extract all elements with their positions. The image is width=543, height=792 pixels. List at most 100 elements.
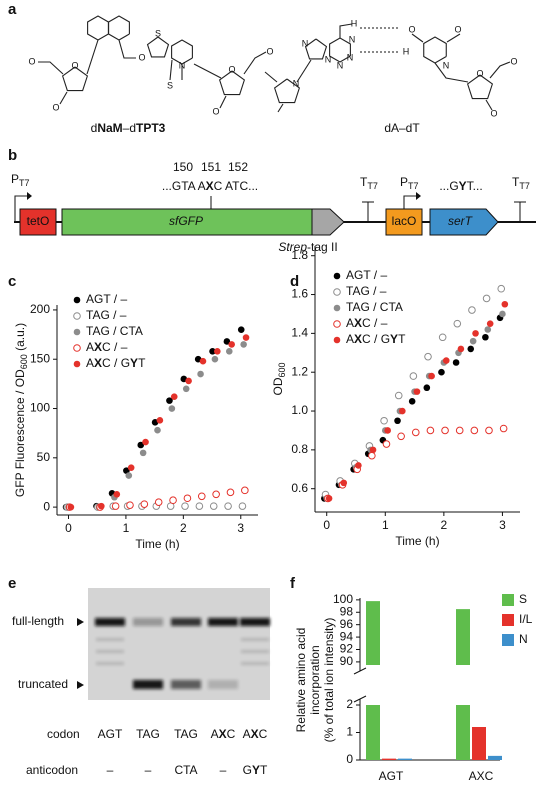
data-point <box>428 372 435 380</box>
data-point <box>355 462 362 469</box>
bar <box>398 758 412 760</box>
bar <box>456 609 470 760</box>
legend-marker <box>73 312 81 320</box>
operator-box <box>385 208 423 236</box>
band-marker: full-length <box>12 614 64 628</box>
panel-label: f <box>290 575 296 592</box>
data-point <box>137 441 145 449</box>
arrowhead <box>27 192 32 200</box>
data-point <box>111 502 120 510</box>
y-axis-label: incorporation <box>308 645 322 714</box>
legend-label: S <box>519 592 527 606</box>
data-point <box>472 330 479 337</box>
data-point <box>384 427 391 434</box>
y-tick-label: 96 <box>340 617 354 631</box>
pair-caption-part: TPT3 <box>136 121 166 135</box>
data-point <box>228 341 235 348</box>
atom-label: O <box>476 68 483 78</box>
x-tick-label: 3 <box>499 518 506 532</box>
legend-marker <box>73 344 81 352</box>
data-point <box>127 464 135 471</box>
atom-label: N <box>443 60 450 70</box>
bond <box>411 33 424 43</box>
panel-label: b <box>8 147 17 164</box>
promoter-label-part: T7 <box>19 178 30 188</box>
legend-marker <box>333 336 341 344</box>
marker-arrow <box>77 681 84 689</box>
atom-label: N <box>337 60 344 70</box>
data-point <box>154 426 161 434</box>
ring <box>304 38 328 60</box>
legend-swatch <box>502 594 514 606</box>
data-point <box>399 407 406 415</box>
x-tick-label: 2 <box>180 521 187 535</box>
x-tick-label: 1 <box>123 521 130 535</box>
atom-label: N <box>325 54 332 64</box>
data-point <box>380 416 388 425</box>
data-point <box>197 370 204 378</box>
axis-break <box>353 667 367 675</box>
atom-label: H <box>403 46 410 56</box>
gel-band <box>208 618 238 626</box>
legend-label: AXC / GYT <box>346 332 406 346</box>
promoter-arrow <box>14 195 27 222</box>
legend-label: N <box>519 632 528 646</box>
bar <box>382 758 396 760</box>
lane-codon: TAG <box>136 727 160 741</box>
data-point <box>340 479 348 487</box>
gel-band <box>240 618 270 626</box>
data-point <box>212 490 220 499</box>
data-point <box>438 368 445 376</box>
data-point <box>394 391 403 400</box>
atom-label: O <box>454 24 461 34</box>
anticodon-sequence: ...GYT... <box>439 179 482 193</box>
atom-label: S <box>155 28 161 38</box>
operator-box <box>19 208 57 236</box>
atom-label: S <box>167 80 173 90</box>
data-point <box>166 397 173 404</box>
gel-band <box>96 662 124 665</box>
operator-label: tetO <box>27 214 50 228</box>
atom-label: N <box>293 78 300 88</box>
band-marker: truncated <box>18 677 68 691</box>
data-point <box>452 359 460 366</box>
data-point <box>225 348 233 355</box>
lane-codon: AXC <box>211 727 236 741</box>
y-tick-label: 1.0 <box>291 403 308 417</box>
atom-label: N <box>302 38 309 48</box>
data-point <box>238 502 247 510</box>
legend-marker <box>73 328 81 336</box>
x-tick-label: 0 <box>65 521 72 535</box>
ring <box>466 74 494 100</box>
ring <box>218 70 246 96</box>
atom-label: N <box>349 34 356 44</box>
data-point <box>482 294 491 303</box>
ring <box>108 15 130 41</box>
y-tick-label: 0.8 <box>291 442 308 456</box>
atom-label: O <box>71 60 78 70</box>
gel-band <box>208 680 238 689</box>
legend-label: AGT / – <box>86 292 127 306</box>
y-axis-label-part: (a.u.) <box>13 323 27 354</box>
atom-label: O <box>52 102 59 112</box>
data-point <box>181 502 189 510</box>
terminator-label-part: T <box>512 175 520 189</box>
data-point <box>382 440 391 448</box>
gel-band <box>241 638 269 641</box>
terminator-label-part: T7 <box>519 181 530 191</box>
operator-label: lacO <box>392 214 417 228</box>
data-point <box>426 426 435 435</box>
x-axis-label: Time (h) <box>135 537 179 551</box>
legend-marker <box>73 360 81 368</box>
promoter-label: PT7 <box>11 172 30 188</box>
x-tick-label: 3 <box>237 521 244 535</box>
y-tick-label: 92 <box>340 642 354 656</box>
pair-caption: dA–dT <box>384 121 420 135</box>
data-point <box>156 417 164 424</box>
y-axis-label-part: OD <box>271 377 285 395</box>
panel-label: c <box>8 273 16 290</box>
data-point <box>113 490 121 498</box>
y-axis-label-part: GFP Fluorescence / OD <box>13 369 27 497</box>
data-point <box>468 306 476 314</box>
trna-label-part: ser <box>448 214 466 228</box>
